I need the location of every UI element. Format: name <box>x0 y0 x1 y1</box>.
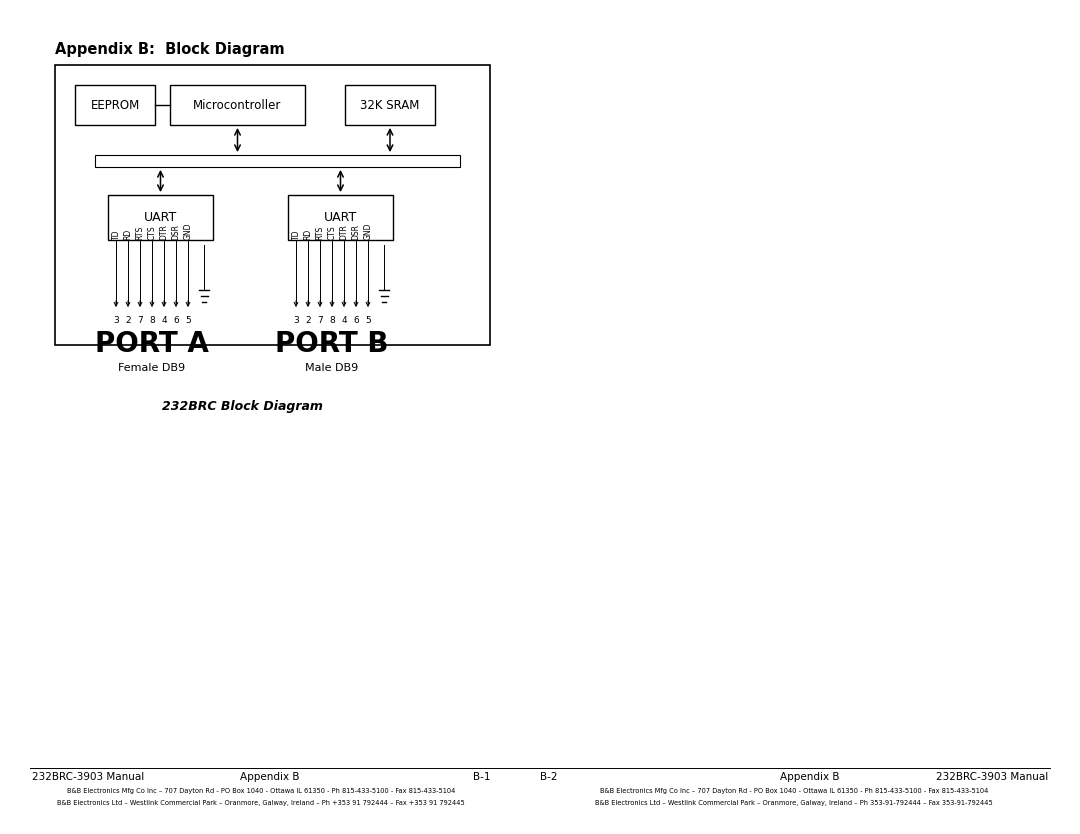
Text: EEPROM: EEPROM <box>91 98 139 112</box>
Text: PORT B: PORT B <box>275 330 389 358</box>
Text: CTS: CTS <box>327 225 337 240</box>
Text: Appendix B: Appendix B <box>240 772 300 782</box>
Text: 4: 4 <box>161 316 166 325</box>
Bar <box>288 195 393 240</box>
Text: 7: 7 <box>318 316 323 325</box>
Text: 7: 7 <box>137 316 143 325</box>
Text: 232BRC-3903 Manual: 232BRC-3903 Manual <box>935 772 1048 782</box>
Text: B&B Electronics Mfg Co Inc – 707 Dayton Rd - PO Box 1040 - Ottawa IL 61350 - Ph : B&B Electronics Mfg Co Inc – 707 Dayton … <box>599 788 988 794</box>
Bar <box>55 65 490 345</box>
Text: B-1: B-1 <box>473 772 490 782</box>
Text: 6: 6 <box>353 316 359 325</box>
Text: RD: RD <box>123 229 133 240</box>
Text: 2: 2 <box>125 316 131 325</box>
Text: 8: 8 <box>329 316 335 325</box>
Text: DTR: DTR <box>339 224 349 240</box>
Text: B&B Electronics Ltd – Westlink Commercial Park – Oranmore, Galway, Ireland – Ph : B&B Electronics Ltd – Westlink Commercia… <box>57 800 464 806</box>
Bar <box>345 85 435 125</box>
Text: B-2: B-2 <box>540 772 557 782</box>
Text: 32K SRAM: 32K SRAM <box>361 98 420 112</box>
Text: 5: 5 <box>185 316 191 325</box>
Text: DSR: DSR <box>351 224 361 240</box>
Text: Appendix B:  Block Diagram: Appendix B: Block Diagram <box>55 42 285 57</box>
Text: RTS: RTS <box>315 226 324 240</box>
Text: PORT A: PORT A <box>95 330 208 358</box>
Text: GND: GND <box>364 223 373 240</box>
Text: Male DB9: Male DB9 <box>306 363 359 373</box>
Text: Female DB9: Female DB9 <box>119 363 186 373</box>
Text: 4: 4 <box>341 316 347 325</box>
Text: CTS: CTS <box>148 225 157 240</box>
Text: Appendix B: Appendix B <box>780 772 840 782</box>
Text: B&B Electronics Mfg Co Inc – 707 Dayton Rd - PO Box 1040 - Ottawa IL 61350 - Ph : B&B Electronics Mfg Co Inc – 707 Dayton … <box>67 788 455 794</box>
Text: Microcontroller: Microcontroller <box>193 98 282 112</box>
Text: 3: 3 <box>113 316 119 325</box>
Text: 232BRC-3903 Manual: 232BRC-3903 Manual <box>32 772 145 782</box>
Text: TD: TD <box>111 229 121 240</box>
Text: GND: GND <box>184 223 192 240</box>
Text: 2: 2 <box>306 316 311 325</box>
Bar <box>170 85 305 125</box>
Text: DSR: DSR <box>172 224 180 240</box>
Bar <box>75 85 156 125</box>
Text: TD: TD <box>292 229 300 240</box>
Text: RTS: RTS <box>135 226 145 240</box>
Text: 8: 8 <box>149 316 154 325</box>
Text: 6: 6 <box>173 316 179 325</box>
Text: B&B Electronics Ltd – Westlink Commercial Park – Oranmore, Galway, Ireland – Ph : B&B Electronics Ltd – Westlink Commercia… <box>595 800 993 806</box>
Text: UART: UART <box>144 211 177 224</box>
Text: 232BRC Block Diagram: 232BRC Block Diagram <box>162 400 323 413</box>
Bar <box>108 195 213 240</box>
Text: 3: 3 <box>293 316 299 325</box>
Bar <box>95 155 460 167</box>
Text: 5: 5 <box>365 316 370 325</box>
Text: DTR: DTR <box>160 224 168 240</box>
Text: UART: UART <box>324 211 357 224</box>
Text: RD: RD <box>303 229 312 240</box>
